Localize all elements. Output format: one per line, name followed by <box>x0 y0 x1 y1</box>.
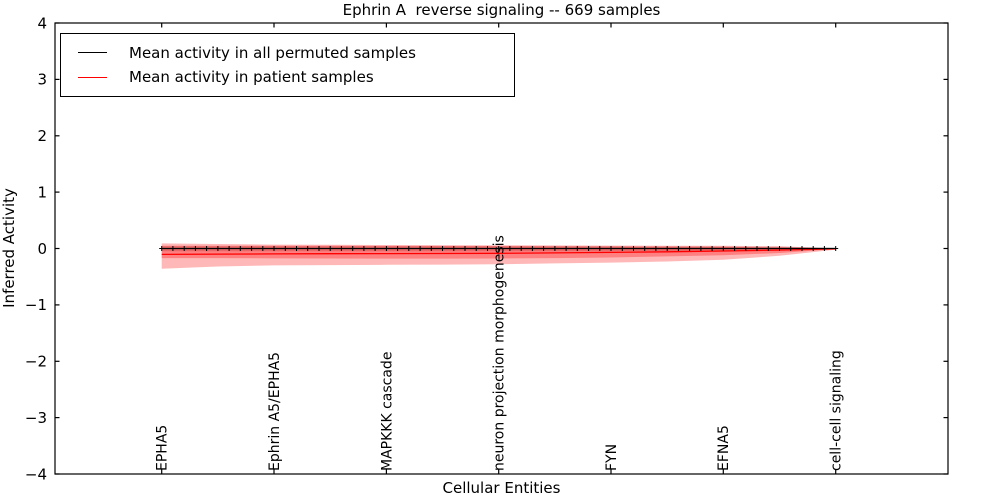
x-tick-label: EFNA5 <box>716 425 732 471</box>
legend-line-permuted-icon <box>78 52 107 54</box>
y-tick-label: 4 <box>37 14 47 32</box>
plus-markers <box>159 246 839 251</box>
legend-label-patient: Mean activity in patient samples <box>129 68 374 86</box>
y-tick-label: 1 <box>37 183 47 201</box>
y-tick-label: −1 <box>25 296 47 314</box>
y-tick-label: −4 <box>25 465 47 483</box>
y-tick-label: 3 <box>37 71 47 89</box>
legend-line-patient-icon <box>78 76 107 78</box>
y-tick-label: 2 <box>37 127 47 145</box>
x-tick-label: EPHA5 <box>155 425 171 471</box>
y-tick-label: 0 <box>37 240 47 258</box>
chart-title: Ephrin A reverse signaling -- 669 sample… <box>342 1 661 19</box>
y-tick-label: −2 <box>25 353 47 371</box>
x-tick-label: FYN <box>604 444 620 471</box>
x-tick-label: neuron projection morphogenesis <box>492 235 508 471</box>
legend-entry-patient: Mean activity in patient samples <box>78 69 514 86</box>
legend-entry-permuted: Mean activity in all permuted samples <box>78 43 514 62</box>
y-tick-label: −3 <box>25 409 47 427</box>
x-tick-label: MAPKKK cascade <box>379 352 395 471</box>
legend: Mean activity in all permuted samples Me… <box>60 33 515 97</box>
legend-label-permuted: Mean activity in all permuted samples <box>129 43 416 62</box>
x-axis-label: Cellular Entities <box>442 479 561 497</box>
x-tick-label: Ephrin A5/EPHA5 <box>267 352 283 471</box>
x-tick-label: cell-cell signaling <box>829 350 845 471</box>
